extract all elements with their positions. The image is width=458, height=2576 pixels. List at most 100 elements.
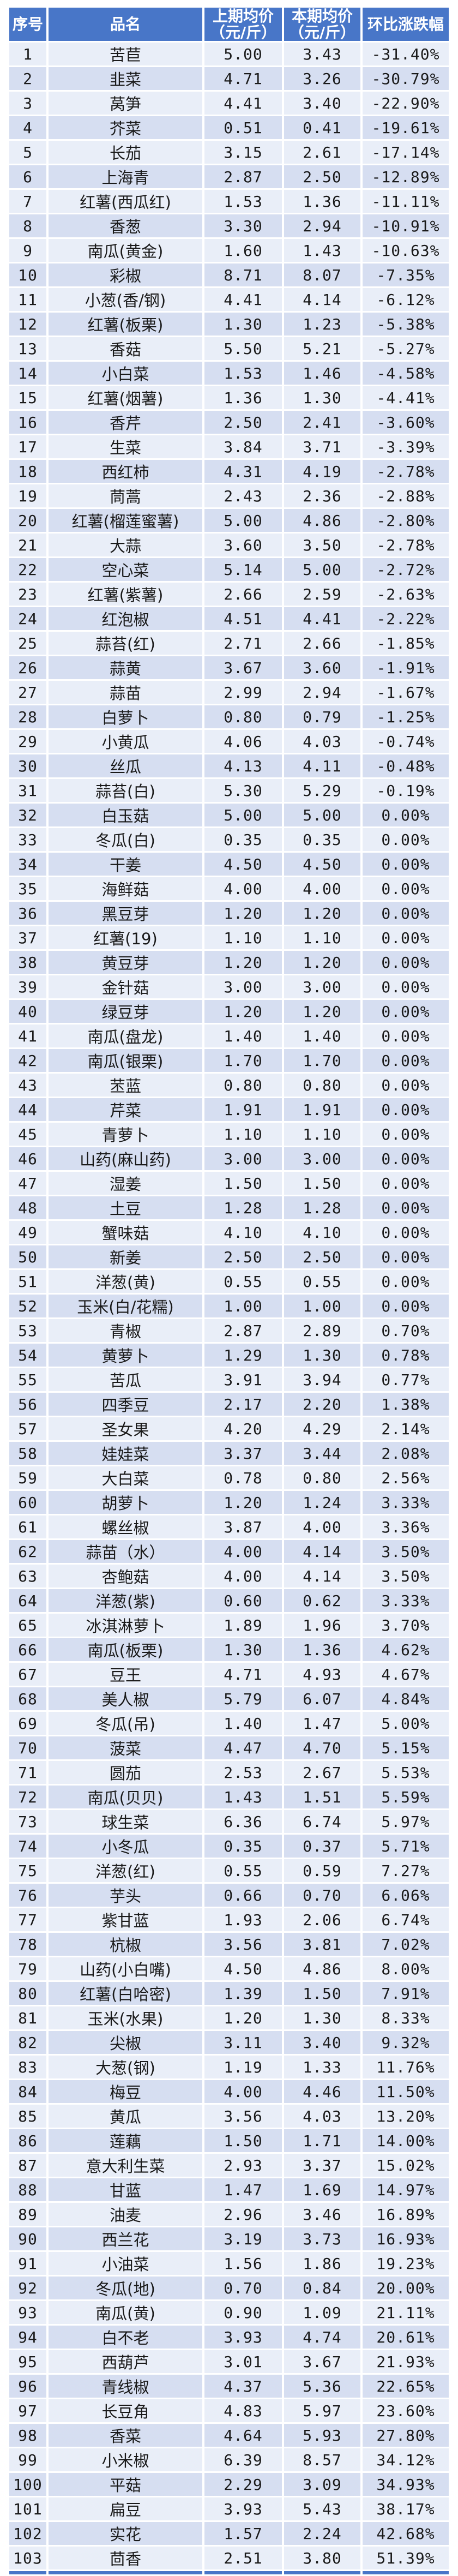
product-name-cell: 意大利生菜 xyxy=(49,2154,202,2177)
prev-price-cell: 4.71 xyxy=(204,67,282,90)
product-name-cell: 香菇 xyxy=(49,337,202,360)
table-row: 69 冬瓜(吊) 1.40 1.47 5.00% xyxy=(9,1712,449,1735)
curr-price-cell: 5.43 xyxy=(284,2497,360,2520)
row-no-cell: 92 xyxy=(9,2277,46,2299)
row-no-cell: 22 xyxy=(9,558,46,581)
curr-price-cell: 1.30 xyxy=(284,2006,360,2029)
row-no-cell: 66 xyxy=(9,1638,46,1661)
curr-price-cell: 2.06 xyxy=(284,1908,360,1931)
curr-price-cell: 4.50 xyxy=(284,853,360,876)
bottom-border-segment xyxy=(204,2571,282,2574)
row-no-cell: 99 xyxy=(9,2448,46,2471)
row-no-cell: 46 xyxy=(9,1147,46,1170)
change-cell: 5.53% xyxy=(363,1761,449,1784)
change-cell: 0.00% xyxy=(363,1147,449,1170)
row-no-cell: 52 xyxy=(9,1295,46,1317)
row-no-cell: 32 xyxy=(9,804,46,826)
row-no-cell: 88 xyxy=(9,2178,46,2201)
curr-price-cell: 4.00 xyxy=(284,877,360,900)
curr-price-cell: 4.10 xyxy=(284,1221,360,1244)
change-cell: -3.39% xyxy=(363,435,449,458)
row-no-cell: 87 xyxy=(9,2154,46,2177)
row-no-cell: 24 xyxy=(9,607,46,630)
row-no-cell: 5 xyxy=(9,141,46,164)
prev-price-cell: 1.43 xyxy=(204,1786,282,1808)
row-no-cell: 34 xyxy=(9,853,46,876)
product-name-cell: 实花 xyxy=(49,2522,202,2545)
row-no-cell: 58 xyxy=(9,1442,46,1465)
row-no-cell: 26 xyxy=(9,656,46,679)
product-name-cell: 小葱(香/钢) xyxy=(49,288,202,311)
table-row: 57 圣女果 4.20 4.29 2.14% xyxy=(9,1417,449,1440)
row-no-cell: 10 xyxy=(9,263,46,286)
table-row: 20 红薯(榴莲蜜薯) 5.00 4.86 -2.80% xyxy=(9,509,449,532)
prev-price-cell: 1.57 xyxy=(204,2522,282,2545)
prev-price-cell: 1.20 xyxy=(204,951,282,974)
change-cell: -2.63% xyxy=(363,583,449,606)
prev-price-cell: 1.20 xyxy=(204,902,282,925)
table-row: 55 苦瓜 3.91 3.94 0.77% xyxy=(9,1368,449,1391)
table-row: 87 意大利生菜 2.93 3.37 15.02% xyxy=(9,2154,449,2177)
curr-price-cell: 1.20 xyxy=(284,902,360,925)
table-bottom-border xyxy=(9,2571,449,2574)
prev-price-cell: 4.47 xyxy=(204,1736,282,1759)
product-name-cell: 芹菜 xyxy=(49,1098,202,1121)
product-name-cell: 香葱 xyxy=(49,214,202,237)
curr-price-cell: 3.37 xyxy=(284,2154,360,2177)
prev-price-cell: 4.41 xyxy=(204,288,282,311)
change-cell: 5.00% xyxy=(363,1712,449,1735)
product-name-cell: 南瓜(黄) xyxy=(49,2301,202,2324)
product-name-cell: 扁豆 xyxy=(49,2497,202,2520)
product-name-cell: 青萝卜 xyxy=(49,1123,202,1146)
table-row: 47 湿姜 1.50 1.50 0.00% xyxy=(9,1172,449,1195)
row-no-cell: 50 xyxy=(9,1245,46,1268)
row-no-cell: 2 xyxy=(9,67,46,90)
change-cell: 3.50% xyxy=(363,1565,449,1587)
product-name-cell: 空心菜 xyxy=(49,558,202,581)
product-name-cell: 蒜苗（水） xyxy=(49,1540,202,1563)
change-cell: 34.12% xyxy=(363,2448,449,2471)
product-name-cell: 油麦 xyxy=(49,2203,202,2226)
table-row: 77 紫甘蓝 1.93 2.06 6.74% xyxy=(9,1908,449,1931)
prev-price-cell: 4.20 xyxy=(204,1417,282,1440)
curr-price-cell: 2.61 xyxy=(284,141,360,164)
curr-price-cell: 2.50 xyxy=(284,165,360,188)
curr-price-cell: 0.37 xyxy=(284,1835,360,1858)
table-row: 33 冬瓜(白) 0.35 0.35 0.00% xyxy=(9,828,449,851)
product-name-cell: 南瓜(黄金) xyxy=(49,239,202,262)
product-name-cell: 黄瓜 xyxy=(49,2105,202,2128)
row-no-cell: 78 xyxy=(9,1933,46,1956)
table-row: 91 小油菜 1.56 1.86 19.23% xyxy=(9,2252,449,2275)
curr-price-cell: 0.35 xyxy=(284,828,360,851)
product-name-cell: 西红柿 xyxy=(49,460,202,483)
change-cell: 11.50% xyxy=(363,2080,449,2103)
change-cell: 0.00% xyxy=(363,951,449,974)
prev-price-cell: 4.00 xyxy=(204,1540,282,1563)
curr-price-cell: 1.20 xyxy=(284,951,360,974)
curr-price-cell: 4.74 xyxy=(284,2326,360,2349)
change-cell: 0.00% xyxy=(363,1295,449,1317)
prev-price-cell: 4.31 xyxy=(204,460,282,483)
change-cell: -2.72% xyxy=(363,558,449,581)
prev-price-cell: 6.39 xyxy=(204,2448,282,2471)
prev-price-cell: 0.90 xyxy=(204,2301,282,2324)
change-cell: -22.90% xyxy=(363,92,449,115)
change-cell: -2.78% xyxy=(363,534,449,556)
prev-price-cell: 4.13 xyxy=(204,754,282,777)
change-cell: 0.00% xyxy=(363,1098,449,1121)
table-row: 75 洋葱(红) 0.55 0.59 7.27% xyxy=(9,1859,449,1882)
row-no-cell: 13 xyxy=(9,337,46,360)
curr-price-cell: 2.20 xyxy=(284,1393,360,1416)
row-no-cell: 43 xyxy=(9,1074,46,1097)
row-no-cell: 28 xyxy=(9,705,46,728)
row-no-cell: 84 xyxy=(9,2080,46,2103)
table-row: 79 山药(小白嘴) 4.50 4.86 8.00% xyxy=(9,1957,449,1980)
prev-price-cell: 5.50 xyxy=(204,337,282,360)
curr-price-cell: 1.30 xyxy=(284,386,360,409)
prev-price-cell: 3.00 xyxy=(204,975,282,998)
row-no-cell: 49 xyxy=(9,1221,46,1244)
product-name-cell: 南瓜(板栗) xyxy=(49,1638,202,1661)
prev-price-cell: 5.14 xyxy=(204,558,282,581)
curr-price-cell: 3.44 xyxy=(284,1442,360,1465)
row-no-cell: 6 xyxy=(9,165,46,188)
